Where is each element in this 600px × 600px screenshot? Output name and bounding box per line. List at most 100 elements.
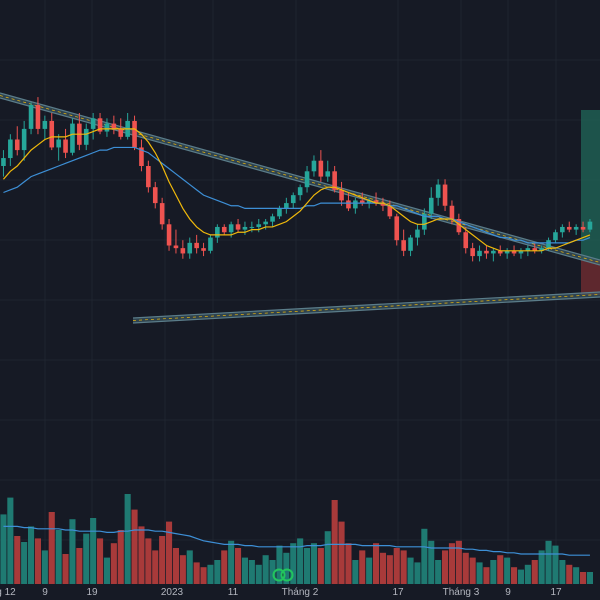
- candle-body: [228, 224, 234, 233]
- volume-bar: [103, 557, 110, 584]
- volume-bar: [7, 497, 14, 584]
- volume-bar: [586, 572, 593, 584]
- candle: [318, 150, 324, 182]
- candle: [566, 221, 572, 233]
- candle-body: [118, 128, 124, 137]
- volume-bar: [455, 540, 462, 584]
- volume-bar: [159, 536, 166, 584]
- candle-body: [284, 203, 289, 209]
- volume-bar: [21, 542, 28, 584]
- volume-bar: [297, 538, 304, 584]
- candle: [573, 224, 579, 235]
- volume-bar: [290, 543, 297, 584]
- volume-bar: [490, 560, 497, 584]
- volume-bar: [435, 560, 442, 584]
- volume-bar: [393, 548, 400, 584]
- moving-averages: [2, 128, 591, 252]
- candle: [146, 160, 151, 193]
- volume-bar: [538, 550, 545, 584]
- candle-body: [297, 187, 303, 196]
- candle: [8, 134, 13, 166]
- candle-body: [318, 160, 324, 177]
- volume-bar: [14, 536, 21, 584]
- volume-bar: [207, 564, 214, 584]
- candle: [332, 166, 337, 193]
- candle-body: [532, 248, 538, 251]
- volume-bar: [55, 530, 62, 584]
- volume-bar: [262, 555, 269, 584]
- candle: [587, 219, 593, 233]
- x-tick-label: 19: [86, 587, 98, 598]
- candle: [491, 248, 496, 262]
- candle: [553, 229, 558, 243]
- candle-body: [83, 128, 89, 145]
- candle-body: [166, 224, 172, 246]
- candle: [263, 219, 268, 230]
- candle: [304, 166, 310, 193]
- candles[interactable]: [1, 97, 593, 262]
- candle-body: [304, 171, 310, 188]
- candle: [97, 113, 103, 135]
- volume-bar: [90, 518, 97, 584]
- volume-bar: [517, 569, 524, 584]
- volume-bar: [428, 540, 435, 584]
- volume-bar: [62, 554, 69, 584]
- volume-bar: [366, 557, 373, 584]
- candle-body: [456, 219, 462, 233]
- candle: [504, 248, 510, 259]
- candle-body: [90, 118, 96, 129]
- candle: [415, 224, 420, 246]
- candle-body: [104, 123, 110, 132]
- candle-body: [311, 160, 317, 172]
- candle-body: [180, 248, 186, 254]
- volume-bar: [324, 531, 331, 584]
- volume-bar: [41, 550, 48, 584]
- candle: [152, 181, 158, 209]
- volume-bar: [386, 555, 393, 584]
- volume-bar: [331, 500, 338, 584]
- candle-body: [491, 250, 496, 254]
- candle-body: [332, 171, 337, 190]
- candle-body: [525, 248, 531, 251]
- candle-body: [366, 200, 372, 204]
- volume-bar: [166, 521, 173, 584]
- candle-body: [373, 200, 379, 204]
- volume-bar: [552, 545, 559, 584]
- candle: [42, 115, 48, 140]
- candle: [339, 181, 344, 206]
- volume-bar: [124, 494, 131, 584]
- candle: [90, 113, 96, 140]
- candle: [249, 221, 255, 233]
- candle-body: [484, 250, 489, 254]
- volume-bar: [117, 530, 124, 584]
- candle: [277, 205, 282, 219]
- volume-bar: [255, 564, 262, 584]
- candle-body: [346, 200, 351, 209]
- candle: [325, 160, 331, 182]
- candle-body: [35, 105, 41, 129]
- volume-bar: [145, 538, 152, 584]
- candle: [194, 234, 199, 254]
- volume-ma-line: [3, 525, 590, 556]
- volume-bar: [531, 560, 538, 584]
- volume-bar: [48, 512, 55, 584]
- candle: [477, 245, 482, 262]
- candle: [463, 226, 469, 254]
- volume-bar: [152, 550, 159, 584]
- volume-bar: [241, 557, 248, 584]
- candle: [173, 229, 179, 254]
- volume-bar: [379, 552, 386, 584]
- volume-bar: [0, 514, 7, 584]
- candle-body: [242, 226, 248, 230]
- candle: [539, 245, 544, 254]
- x-tick-label: 17: [550, 587, 562, 598]
- candle-body: [152, 187, 158, 204]
- candle-body: [49, 120, 55, 148]
- candle-body: [1, 158, 6, 166]
- candle-body: [208, 237, 213, 251]
- candle-body: [97, 118, 103, 132]
- lower-trendline-edge-bottom: [132, 296, 600, 324]
- candle-body: [477, 250, 482, 257]
